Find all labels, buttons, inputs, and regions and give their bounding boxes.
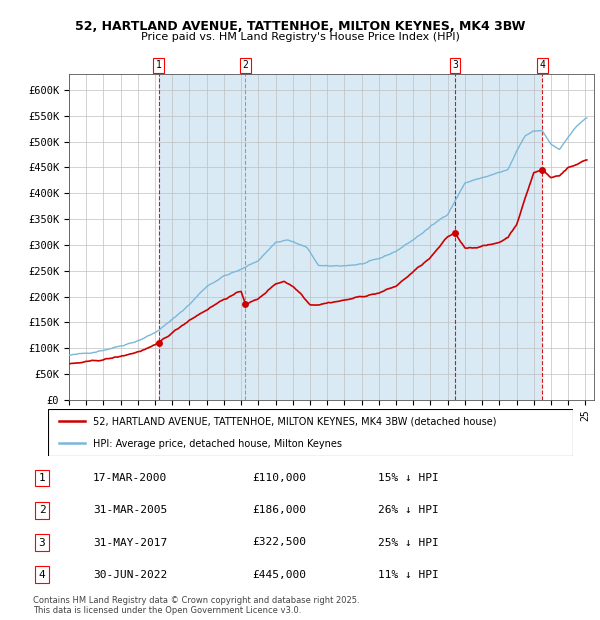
- Text: £445,000: £445,000: [252, 570, 306, 580]
- Text: 31-MAY-2017: 31-MAY-2017: [93, 538, 167, 547]
- Text: 11% ↓ HPI: 11% ↓ HPI: [378, 570, 439, 580]
- Text: 26% ↓ HPI: 26% ↓ HPI: [378, 505, 439, 515]
- Text: 4: 4: [38, 570, 46, 580]
- Text: HPI: Average price, detached house, Milton Keynes: HPI: Average price, detached house, Milt…: [92, 438, 341, 449]
- Text: 15% ↓ HPI: 15% ↓ HPI: [378, 473, 439, 483]
- Text: 52, HARTLAND AVENUE, TATTENHOE, MILTON KEYNES, MK4 3BW: 52, HARTLAND AVENUE, TATTENHOE, MILTON K…: [75, 20, 525, 33]
- Text: 1: 1: [38, 473, 46, 483]
- Text: 4: 4: [539, 60, 545, 70]
- FancyBboxPatch shape: [48, 409, 573, 456]
- Text: 31-MAR-2005: 31-MAR-2005: [93, 505, 167, 515]
- Text: 3: 3: [452, 60, 458, 70]
- Text: 2: 2: [242, 60, 248, 70]
- Text: £186,000: £186,000: [252, 505, 306, 515]
- Text: 30-JUN-2022: 30-JUN-2022: [93, 570, 167, 580]
- Text: 1: 1: [156, 60, 161, 70]
- Text: 52, HARTLAND AVENUE, TATTENHOE, MILTON KEYNES, MK4 3BW (detached house): 52, HARTLAND AVENUE, TATTENHOE, MILTON K…: [92, 417, 496, 427]
- Text: £322,500: £322,500: [252, 538, 306, 547]
- Text: £110,000: £110,000: [252, 473, 306, 483]
- Text: Contains HM Land Registry data © Crown copyright and database right 2025.
This d: Contains HM Land Registry data © Crown c…: [33, 596, 359, 615]
- Text: 2: 2: [38, 505, 46, 515]
- Text: 25% ↓ HPI: 25% ↓ HPI: [378, 538, 439, 547]
- Text: 3: 3: [38, 538, 46, 547]
- Text: 17-MAR-2000: 17-MAR-2000: [93, 473, 167, 483]
- Text: Price paid vs. HM Land Registry's House Price Index (HPI): Price paid vs. HM Land Registry's House …: [140, 32, 460, 42]
- Bar: [158, 74, 542, 400]
